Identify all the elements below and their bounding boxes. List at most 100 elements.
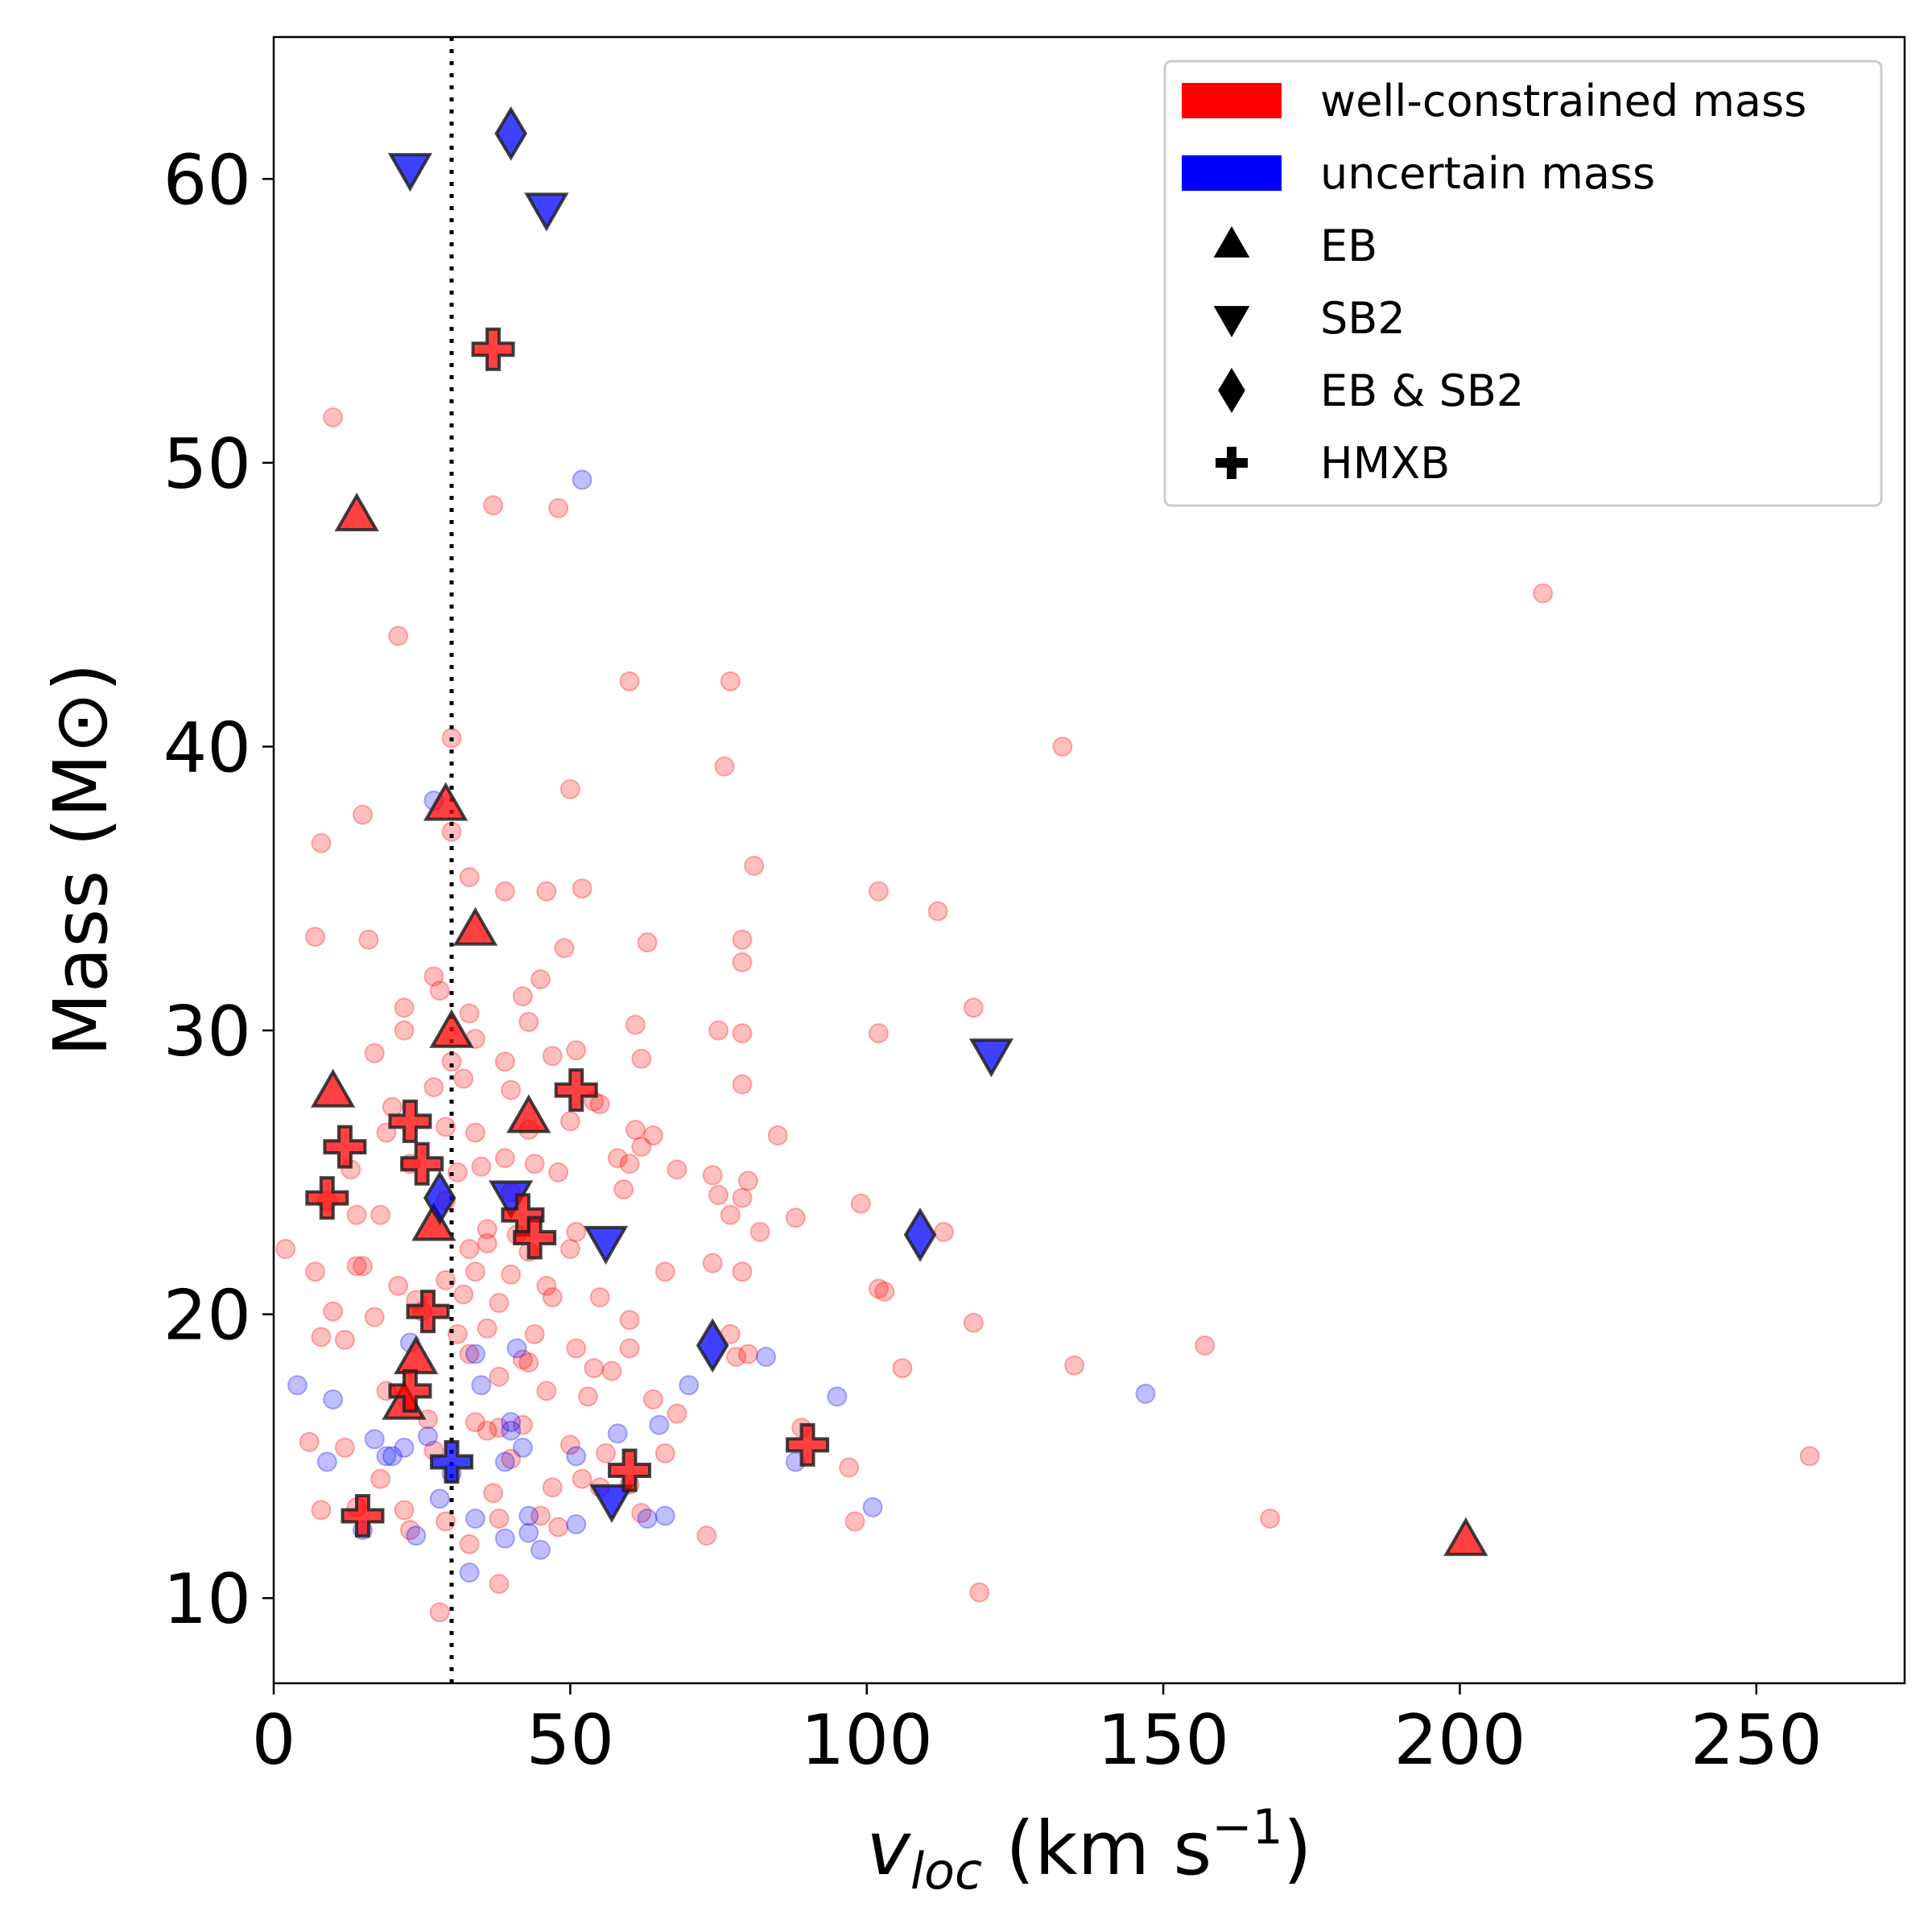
point-uncertain	[654, 1505, 675, 1526]
point-well-constrained	[625, 1014, 646, 1035]
point-well-constrained	[512, 1349, 533, 1370]
marker-shape	[341, 1493, 385, 1538]
marker-hmxb	[430, 1439, 474, 1484]
legend: well-constrained mass uncertain mass EB SB2…	[1163, 60, 1883, 507]
point-well-constrained	[334, 1437, 355, 1458]
marker-hmxb	[471, 327, 515, 371]
point-well-constrained	[548, 497, 569, 518]
point-well-constrained	[619, 1338, 640, 1359]
point-well-constrained	[892, 1358, 913, 1379]
marker-eb-sb2	[903, 1208, 937, 1262]
point-well-constrained	[518, 1011, 539, 1032]
point-well-constrained	[477, 1219, 497, 1240]
point-uncertain	[382, 1446, 402, 1467]
point-well-constrained	[536, 1275, 557, 1296]
point-uncertain	[364, 1429, 385, 1450]
point-uncertain	[530, 1539, 551, 1560]
legend-entry: well-constrained mass	[1182, 76, 1806, 126]
point-well-constrained	[874, 1281, 895, 1302]
marker-shape	[608, 1448, 652, 1492]
point-uncertain	[607, 1423, 628, 1444]
point-uncertain	[518, 1505, 539, 1526]
marker-shape	[311, 1068, 356, 1108]
point-well-constrained	[494, 881, 515, 902]
marker-shape	[524, 192, 569, 232]
point-well-constrained	[969, 1582, 990, 1603]
point-well-constrained	[720, 671, 741, 691]
point-well-constrained	[643, 1125, 664, 1146]
point-well-constrained	[364, 1042, 385, 1063]
marker-hmxb	[554, 1068, 598, 1113]
point-well-constrained	[518, 1352, 539, 1373]
marker-shape	[786, 1422, 830, 1467]
point-well-constrained	[429, 980, 450, 1001]
point-well-constrained	[927, 901, 948, 922]
point-well-constrained	[850, 1193, 871, 1214]
point-well-constrained	[566, 1040, 587, 1061]
marker-shape	[494, 105, 528, 161]
point-uncertain	[376, 1446, 397, 1467]
point-uncertain	[827, 1386, 848, 1407]
point-uncertain	[518, 1522, 539, 1543]
point-well-constrained	[436, 1511, 456, 1532]
point-well-constrained	[1195, 1335, 1216, 1356]
point-uncertain	[512, 1437, 533, 1458]
marker-shape	[471, 327, 515, 371]
point-uncertain	[679, 1375, 700, 1396]
point-well-constrained	[631, 1137, 652, 1158]
point-well-constrained	[963, 1312, 984, 1333]
marker-shape	[323, 1125, 367, 1169]
point-well-constrained	[464, 1122, 485, 1143]
point-well-constrained	[732, 1023, 753, 1044]
point-well-constrained	[436, 1269, 456, 1290]
axis-ticks: 0 50 100 150 200 250 10 20 30 40 50 60	[163, 140, 1823, 1781]
point-well-constrained	[436, 1117, 456, 1137]
x-tick-label: 200	[1393, 1700, 1525, 1781]
legend-marker	[1216, 447, 1248, 479]
legend-label: uncertain mass	[1320, 148, 1655, 199]
point-well-constrained	[394, 1500, 415, 1521]
point-well-constrained	[477, 1318, 497, 1339]
marker-shape	[1443, 1517, 1488, 1556]
point-well-constrained	[654, 1443, 675, 1463]
marker-hmxb	[608, 1448, 652, 1492]
point-well-constrained	[453, 1284, 474, 1305]
marker-hmxb	[400, 1141, 444, 1186]
y-axis-label: Mass (M⊙)	[38, 663, 124, 1056]
marker-sb2	[968, 1038, 1014, 1078]
point-well-constrained	[1052, 736, 1073, 757]
point-well-constrained	[737, 1344, 758, 1364]
legend-box	[1163, 60, 1883, 507]
point-well-constrained	[1799, 1446, 1820, 1467]
point-uncertain	[649, 1414, 670, 1435]
legend-marker	[1213, 226, 1250, 258]
point-well-constrained	[459, 1344, 480, 1364]
point-well-constrained	[619, 1154, 640, 1174]
point-uncertain	[755, 1347, 776, 1368]
legend-patch	[1182, 155, 1282, 191]
legend-label: SB2	[1320, 293, 1406, 344]
point-well-constrained	[489, 1293, 510, 1314]
point-well-constrained	[696, 1525, 717, 1546]
x-tick-label: 150	[1097, 1700, 1229, 1781]
marker-shape	[696, 1318, 729, 1373]
point-well-constrained	[464, 1412, 485, 1433]
legend-label: EB & SB2	[1320, 365, 1524, 416]
marker-shape	[388, 1099, 432, 1143]
y-tick-label: 40	[163, 708, 251, 788]
point-well-constrained	[749, 1221, 770, 1242]
marker-shape	[305, 1176, 349, 1220]
y-tick-label: 50	[163, 424, 251, 505]
point-well-constrained	[477, 1420, 497, 1441]
marker-shape	[334, 492, 379, 531]
y-tick-label: 60	[163, 140, 251, 221]
marker-shape	[583, 1225, 629, 1265]
point-well-constrained	[566, 1338, 587, 1359]
point-well-constrained	[429, 1602, 450, 1623]
marker-hmxb	[786, 1422, 830, 1467]
marker-sb2	[589, 1484, 634, 1523]
point-well-constrained	[732, 952, 753, 972]
point-uncertain	[637, 1509, 658, 1529]
marker-shape	[554, 1068, 598, 1113]
marker-sb2	[387, 153, 433, 192]
